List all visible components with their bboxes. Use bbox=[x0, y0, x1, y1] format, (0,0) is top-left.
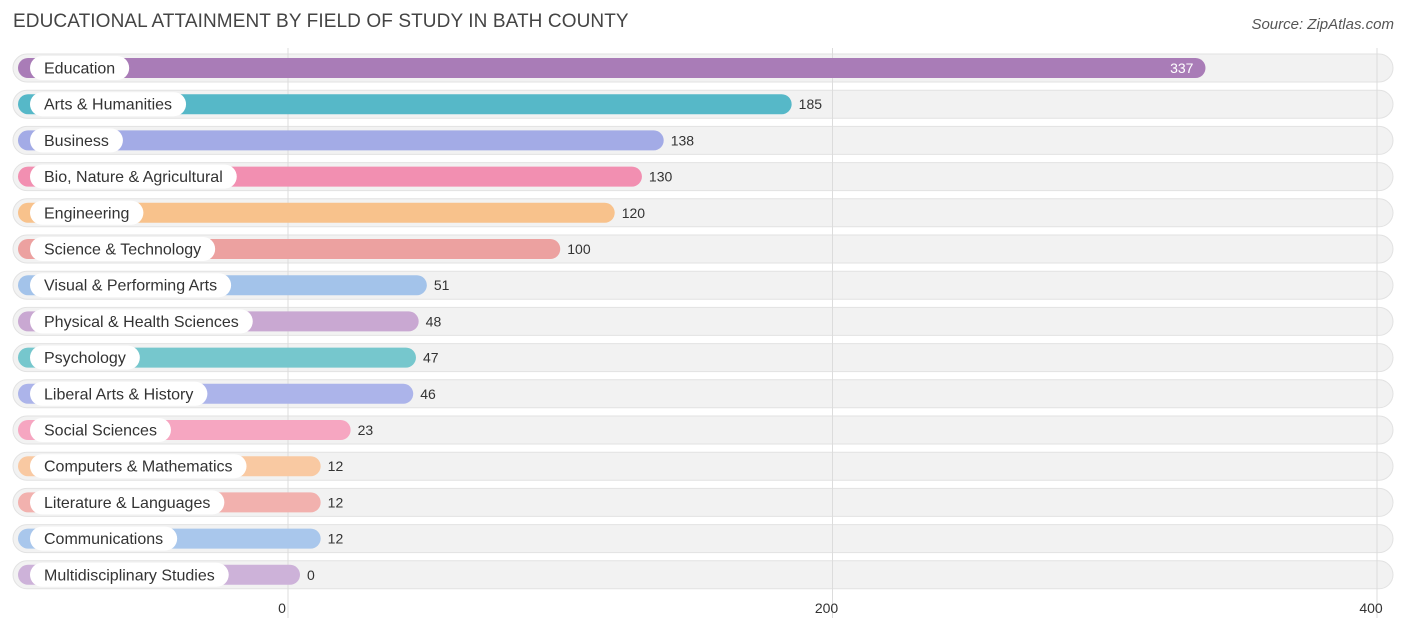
category-label: Social Sciences bbox=[44, 423, 157, 440]
value-label: 130 bbox=[649, 169, 673, 185]
value-label: 23 bbox=[358, 422, 374, 438]
value-label: 12 bbox=[328, 531, 344, 547]
x-tick-label: 400 bbox=[1359, 600, 1383, 616]
row-track bbox=[12, 560, 1394, 590]
value-label: 337 bbox=[1170, 60, 1194, 76]
category-label-pill bbox=[30, 345, 140, 370]
value-label: 46 bbox=[420, 386, 436, 402]
row-track bbox=[12, 451, 1394, 481]
category-label: Science & Technology bbox=[44, 242, 201, 259]
bar bbox=[18, 94, 792, 115]
category-label-pill bbox=[30, 237, 216, 261]
category-label: Education bbox=[44, 61, 115, 78]
category-label: Computers & Mathematics bbox=[44, 459, 233, 476]
row-track bbox=[12, 524, 1394, 554]
category-label-pill bbox=[30, 164, 237, 189]
value-label: 12 bbox=[328, 494, 344, 510]
category-label: Arts & Humanities bbox=[44, 97, 172, 114]
category-label: Literature & Languages bbox=[44, 495, 210, 512]
category-label: Multidisciplinary Studies bbox=[44, 567, 215, 584]
value-label: 100 bbox=[567, 241, 591, 257]
value-label: 47 bbox=[423, 350, 439, 366]
value-label: 12 bbox=[328, 458, 344, 474]
value-label: 51 bbox=[434, 277, 450, 293]
category-label: Communications bbox=[44, 531, 163, 548]
category-label-pill bbox=[30, 454, 247, 479]
value-label: 0 bbox=[307, 567, 315, 583]
category-label: Business bbox=[44, 133, 109, 150]
category-label-pill bbox=[30, 490, 225, 515]
category-label-pill bbox=[30, 309, 253, 334]
bar bbox=[18, 58, 1206, 78]
category-label-pill bbox=[30, 381, 208, 406]
category-label: Liberal Arts & History bbox=[44, 386, 193, 403]
x-tick-label: 0 bbox=[278, 600, 286, 616]
category-label: Visual & Performing Arts bbox=[44, 278, 217, 295]
row-track bbox=[12, 487, 1394, 517]
bar bbox=[18, 202, 615, 223]
category-label: Bio, Nature & Agricultural bbox=[44, 169, 223, 186]
category-label: Engineering bbox=[44, 205, 129, 222]
category-label-pill bbox=[30, 418, 171, 442]
value-label: 138 bbox=[671, 132, 695, 148]
category-label-pill bbox=[30, 562, 229, 587]
value-label: 48 bbox=[426, 313, 442, 329]
category-label-pill bbox=[30, 92, 187, 117]
value-label: 120 bbox=[622, 205, 646, 221]
category-label: Psychology bbox=[44, 350, 126, 367]
chart-title: EDUCATIONAL ATTAINMENT BY FIELD OF STUDY… bbox=[13, 11, 629, 32]
category-label-pill bbox=[30, 200, 144, 225]
category-label: Physical & Health Sciences bbox=[44, 314, 239, 331]
source-credit: Source: ZipAtlas.com bbox=[1251, 16, 1394, 33]
category-label-pill bbox=[30, 273, 232, 298]
category-label-pill bbox=[30, 56, 130, 80]
value-label: 185 bbox=[799, 96, 823, 112]
row-track bbox=[12, 415, 1394, 445]
bar bbox=[18, 130, 664, 151]
category-label-pill bbox=[30, 526, 178, 551]
x-tick-label: 200 bbox=[815, 600, 839, 616]
category-label-pill bbox=[30, 128, 123, 153]
